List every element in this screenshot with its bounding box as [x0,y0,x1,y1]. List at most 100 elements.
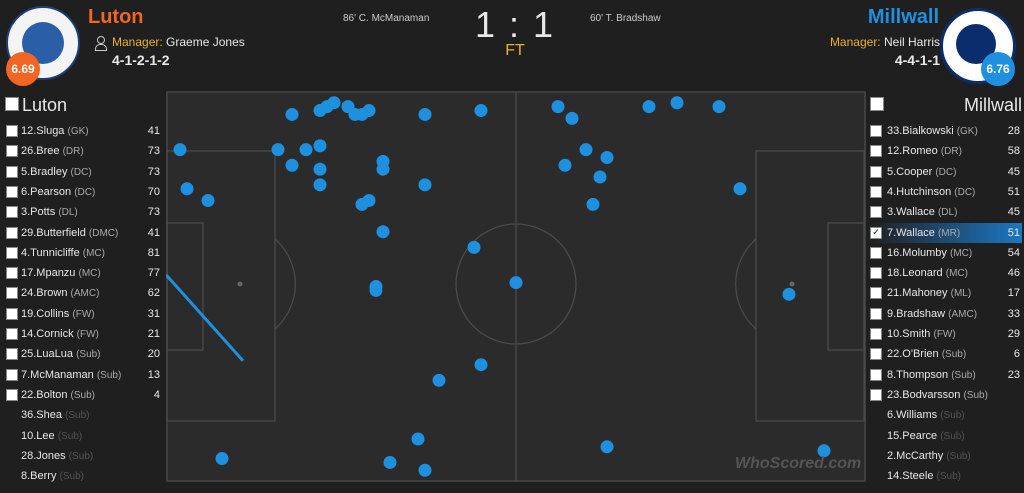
player-checkbox[interactable] [870,307,882,320]
away-player-row[interactable]: 9.Bradshaw (AMC) 33 [868,304,1022,324]
touch-point[interactable] [418,107,432,121]
touch-point[interactable] [418,178,432,192]
touch-point[interactable] [467,240,481,254]
home-player-row[interactable]: 29.Butterfield (DMC) 41 [6,223,162,243]
home-player-row[interactable]: 26.Bree (DR) 73 [6,141,162,161]
touch-point[interactable] [271,143,285,157]
touch-point[interactable] [285,107,299,121]
touch-point[interactable] [173,143,187,157]
player-checkbox[interactable] [6,226,18,239]
away-player-row[interactable]: 2.McCarthy (Sub) [868,446,1022,466]
touch-point[interactable] [474,104,488,118]
touch-point[interactable] [782,287,796,301]
home-player-row[interactable]: 6.Pearson (DC) 70 [6,182,162,202]
home-player-row[interactable]: 12.Sluga (GK) 41 [6,121,162,141]
touch-point[interactable] [509,276,523,290]
home-player-row[interactable]: 5.Bradley (DC) 73 [6,162,162,182]
home-player-row[interactable]: 19.Collins (FW) 31 [6,304,162,324]
touch-point[interactable] [369,283,383,297]
touch-point[interactable] [411,432,425,446]
player-checkbox[interactable] [6,206,18,219]
home-player-row[interactable]: 28.Jones (Sub) [6,446,162,466]
away-player-row[interactable]: 4.Hutchinson (DC) 51 [868,182,1022,202]
away-player-row[interactable]: 18.Leonard (MC) 46 [868,263,1022,283]
player-checkbox[interactable] [6,125,18,137]
touch-point[interactable] [642,100,656,114]
away-select-all-checkbox[interactable] [870,97,884,111]
home-select-all-checkbox[interactable] [5,97,19,111]
away-player-row[interactable]: 22.O'Brien (Sub) 6 [868,344,1022,364]
touch-point[interactable] [600,440,614,454]
player-checkbox[interactable] [870,267,882,280]
touch-point[interactable] [593,170,607,184]
player-checkbox[interactable] [870,185,882,198]
player-checkbox[interactable] [870,348,882,361]
away-player-row[interactable]: 33.Bialkowski (GK) 28 [868,121,1022,141]
away-player-row[interactable]: 15.Pearce (Sub) [868,426,1022,446]
away-player-row[interactable]: 16.Molumby (MC) 54 [868,243,1022,263]
player-checkbox[interactable] [870,145,882,158]
home-player-row[interactable]: 3.Potts (DL) 73 [6,202,162,222]
player-checkbox[interactable] [6,348,18,361]
touch-point[interactable] [215,452,229,466]
touch-point[interactable] [579,143,593,157]
player-checkbox[interactable] [6,246,18,259]
home-player-row[interactable]: 8.Berry (Sub) [6,466,162,486]
touch-point[interactable] [600,150,614,164]
away-player-row[interactable]: 8.Thompson (Sub) 23 [868,365,1022,385]
touch-point[interactable] [180,182,194,196]
away-team-name[interactable]: Millwall [867,6,939,28]
touch-point[interactable] [376,225,390,239]
touch-point[interactable] [299,143,313,157]
touch-point[interactable] [285,158,299,172]
home-player-row[interactable]: 17.Mpanzu (MC) 77 [6,263,162,283]
player-checkbox[interactable] [870,368,882,381]
player-checkbox[interactable] [870,206,882,219]
player-checkbox[interactable] [6,267,18,280]
away-player-row[interactable]: 10.Smith (FW) 29 [868,324,1022,344]
player-checkbox[interactable]: ✓ [870,226,882,239]
home-player-row[interactable]: 24.Brown (AMC) 62 [6,283,162,303]
player-checkbox[interactable] [6,328,18,340]
home-team-name[interactable]: Luton [88,6,144,28]
away-player-row[interactable]: 5.Cooper (DC) 45 [868,162,1022,182]
touch-point[interactable] [565,111,579,125]
touch-point[interactable] [313,162,327,176]
player-checkbox[interactable] [6,287,18,300]
player-checkbox[interactable] [6,165,18,178]
player-checkbox[interactable] [870,388,882,401]
player-checkbox[interactable] [6,388,18,401]
touch-point[interactable] [383,455,397,469]
player-checkbox[interactable] [6,368,18,381]
away-player-row[interactable]: ✓ 7.Wallace (MR) 51 [868,222,1022,243]
touch-point[interactable] [376,162,390,176]
home-player-row[interactable]: 4.Tunnicliffe (MC) 81 [6,243,162,263]
touch-point[interactable] [362,193,376,207]
home-player-row[interactable]: 7.McManaman (Sub) 13 [6,365,162,385]
touch-point[interactable] [733,182,747,196]
home-player-row[interactable]: 36.Shea (Sub) [6,405,162,425]
away-player-row[interactable]: 21.Mahoney (ML) 17 [868,283,1022,303]
player-checkbox[interactable] [870,165,882,178]
touch-point[interactable] [313,178,327,192]
touch-point[interactable] [817,444,831,458]
home-player-row[interactable]: 22.Bolton (Sub) 4 [6,385,162,405]
player-checkbox[interactable] [870,287,882,300]
touch-point[interactable] [418,463,432,477]
away-player-row[interactable]: 23.Bodvarsson (Sub) [868,385,1022,405]
touch-point[interactable] [712,100,726,114]
touch-point[interactable] [670,96,684,110]
away-player-row[interactable]: 12.Romeo (DR) 58 [868,141,1022,161]
touch-point[interactable] [313,139,327,153]
away-player-row[interactable]: 6.Williams (Sub) [868,405,1022,425]
touch-point[interactable] [586,197,600,211]
away-player-row[interactable]: 14.Steele (Sub) [868,466,1022,486]
player-checkbox[interactable] [870,328,882,340]
touch-point[interactable] [362,104,376,118]
touch-point[interactable] [474,358,488,372]
player-checkbox[interactable] [6,145,18,158]
away-player-row[interactable]: 3.Wallace (DL) 45 [868,202,1022,222]
home-player-row[interactable]: 14.Cornick (FW) 21 [6,324,162,344]
touch-point[interactable] [551,100,565,114]
player-checkbox[interactable] [6,307,18,320]
